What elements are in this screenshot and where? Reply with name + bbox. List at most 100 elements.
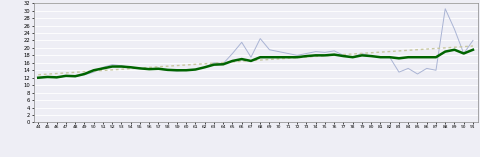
Linear Fit	[257, 59, 263, 61]
mVpp Calib	[276, 56, 282, 58]
Linear Fit	[54, 73, 60, 74]
mVpp New Caps	[202, 66, 208, 68]
mVpp New Caps	[257, 38, 263, 40]
mVpp New Caps	[350, 56, 356, 58]
mVpp Calib	[266, 56, 272, 58]
mVpp Calib	[443, 51, 448, 53]
Linear Fit	[341, 54, 347, 56]
mVpp Calib	[285, 56, 291, 58]
mVpp New Caps	[405, 68, 411, 69]
mVpp Calib	[174, 69, 180, 71]
mVpp New Caps	[313, 51, 319, 53]
mVpp New Caps	[396, 71, 402, 73]
mVpp Calib	[322, 54, 328, 56]
Linear Fit	[452, 46, 457, 48]
Linear Fit	[387, 51, 393, 52]
Linear Fit	[82, 71, 87, 73]
Line: mVpp New Caps: mVpp New Caps	[38, 9, 473, 78]
mVpp New Caps	[248, 56, 254, 58]
mVpp New Caps	[294, 54, 300, 56]
Linear Fit	[109, 69, 115, 71]
Linear Fit	[433, 48, 439, 49]
mVpp New Caps	[54, 77, 60, 79]
Linear Fit	[461, 46, 467, 48]
Linear Fit	[350, 53, 356, 55]
Linear Fit	[331, 54, 337, 56]
mVpp Calib	[424, 56, 430, 58]
mVpp New Caps	[220, 63, 226, 65]
mVpp Calib	[192, 69, 198, 70]
mVpp New Caps	[239, 41, 245, 43]
mVpp Calib	[146, 68, 152, 70]
mVpp Calib	[100, 68, 106, 69]
mVpp Calib	[165, 69, 170, 71]
Linear Fit	[239, 60, 245, 62]
mVpp New Caps	[109, 64, 115, 66]
mVpp Calib	[396, 57, 402, 59]
mVpp Calib	[461, 53, 467, 54]
mVpp New Caps	[443, 8, 448, 10]
Linear Fit	[137, 67, 143, 69]
mVpp Calib	[387, 56, 393, 58]
mVpp New Caps	[387, 56, 393, 58]
mVpp New Caps	[146, 69, 152, 70]
mVpp New Caps	[359, 53, 365, 54]
mVpp Calib	[128, 66, 133, 68]
Linear Fit	[470, 45, 476, 47]
mVpp New Caps	[266, 49, 272, 51]
mVpp New Caps	[63, 75, 69, 77]
Linear Fit	[266, 59, 272, 60]
mVpp New Caps	[452, 28, 457, 30]
mVpp New Caps	[424, 68, 430, 69]
Linear Fit	[183, 64, 189, 66]
mVpp Calib	[229, 60, 235, 62]
Linear Fit	[415, 49, 420, 51]
mVpp Calib	[378, 56, 384, 58]
mVpp New Caps	[174, 70, 180, 72]
mVpp Calib	[137, 68, 143, 69]
mVpp Calib	[294, 56, 300, 58]
Linear Fit	[396, 50, 402, 52]
mVpp Calib	[109, 66, 115, 68]
mVpp Calib	[433, 56, 439, 58]
Linear Fit	[276, 58, 282, 60]
Linear Fit	[36, 74, 41, 76]
Linear Fit	[294, 57, 300, 59]
Linear Fit	[378, 51, 384, 53]
mVpp Calib	[183, 69, 189, 71]
mVpp New Caps	[45, 76, 50, 78]
Linear Fit	[229, 61, 235, 63]
Linear Fit	[165, 65, 170, 67]
Linear Fit	[248, 60, 254, 62]
Linear Fit	[128, 68, 133, 70]
mVpp Calib	[368, 55, 374, 57]
Linear Fit	[119, 68, 124, 70]
Linear Fit	[368, 52, 374, 54]
mVpp New Caps	[415, 73, 420, 75]
mVpp New Caps	[100, 66, 106, 68]
mVpp New Caps	[368, 55, 374, 57]
Linear Fit	[72, 71, 78, 73]
mVpp Calib	[405, 56, 411, 58]
mVpp New Caps	[378, 56, 384, 58]
mVpp Calib	[156, 68, 161, 70]
Linear Fit	[424, 48, 430, 50]
mVpp New Caps	[331, 50, 337, 52]
mVpp New Caps	[156, 68, 161, 70]
Linear Fit	[285, 57, 291, 59]
mVpp New Caps	[341, 54, 347, 56]
mVpp New Caps	[72, 76, 78, 78]
mVpp New Caps	[285, 53, 291, 54]
Line: mVpp Calib: mVpp Calib	[38, 50, 473, 78]
mVpp Calib	[350, 56, 356, 58]
mVpp Calib	[331, 54, 337, 56]
Linear Fit	[192, 63, 198, 65]
Linear Fit	[359, 52, 365, 54]
mVpp New Caps	[433, 69, 439, 71]
mVpp Calib	[303, 55, 309, 57]
mVpp New Caps	[276, 51, 282, 53]
Linear Fit	[100, 70, 106, 71]
mVpp Calib	[211, 64, 217, 66]
mVpp Calib	[248, 60, 254, 62]
Linear Fit	[220, 62, 226, 63]
